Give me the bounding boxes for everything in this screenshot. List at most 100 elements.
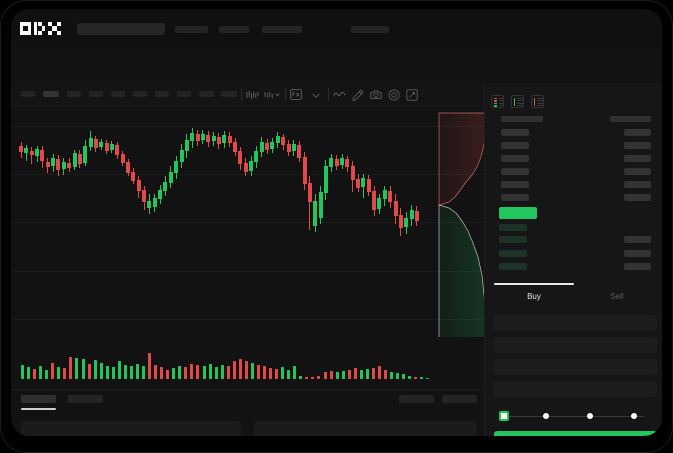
orderbook-bid-row[interactable] xyxy=(499,250,527,257)
nav-item-4[interactable] xyxy=(351,26,389,33)
interval-button-1[interactable] xyxy=(21,91,35,97)
bottom-panel-left[interactable] xyxy=(21,421,241,436)
orderbook-ask-row[interactable] xyxy=(501,129,529,136)
depth-chart-svg xyxy=(438,112,487,340)
line-chart-icon[interactable] xyxy=(332,88,346,101)
interval-button-7[interactable] xyxy=(155,91,169,97)
stepper-dot-4[interactable] xyxy=(631,413,637,419)
tab-open-orders[interactable] xyxy=(21,395,56,403)
orderbook-depth-chart xyxy=(435,109,487,341)
volume-bar xyxy=(396,373,400,379)
settings-gear-icon[interactable] xyxy=(387,88,401,101)
candle-body xyxy=(377,198,382,209)
indicators-icon[interactable] xyxy=(289,88,303,101)
orderbook-layout-bids-icon[interactable] xyxy=(511,95,524,108)
candle-body xyxy=(388,191,393,202)
candle xyxy=(131,168,136,184)
candle-body xyxy=(356,179,361,188)
orderbook-ask-row[interactable] xyxy=(501,142,529,149)
order-type-field[interactable] xyxy=(494,315,657,331)
orderbook-bid-row[interactable] xyxy=(499,224,527,231)
chart-type-dropdown-icon[interactable] xyxy=(263,88,281,101)
candle xyxy=(163,176,168,196)
interval-button-8[interactable] xyxy=(177,91,191,97)
candle-body xyxy=(318,192,323,218)
fullscreen-expand-icon[interactable] xyxy=(405,88,419,101)
tab-buy[interactable]: Buy xyxy=(494,283,574,309)
candle-body xyxy=(109,144,114,150)
interval-button-5[interactable] xyxy=(111,91,125,97)
nav-item-2[interactable] xyxy=(219,26,249,33)
buy-sell-tabs: Buy Sell xyxy=(485,283,662,309)
candle xyxy=(361,174,366,198)
candle-body xyxy=(163,182,168,191)
amount-field[interactable] xyxy=(494,359,657,375)
candle xyxy=(174,156,179,179)
drawing-tools-pencil-icon[interactable] xyxy=(351,88,365,101)
snapshot-camera-icon[interactable] xyxy=(369,88,383,101)
candle xyxy=(109,141,114,153)
candle-body xyxy=(404,218,409,227)
candle xyxy=(45,158,50,173)
toolbar-divider-2 xyxy=(285,88,286,101)
interval-button-2-active[interactable] xyxy=(43,91,59,97)
interval-button-3[interactable] xyxy=(67,91,81,97)
volume-histogram[interactable] xyxy=(11,337,484,389)
global-search-input[interactable] xyxy=(77,23,165,35)
price-field[interactable] xyxy=(494,337,657,353)
volume-bar xyxy=(275,369,279,379)
volume-bar xyxy=(39,366,43,379)
candle xyxy=(222,131,227,148)
bottom-panel-right[interactable] xyxy=(254,421,477,436)
volume-bar xyxy=(420,377,424,379)
volume-bar xyxy=(371,368,375,379)
gridline-2 xyxy=(11,222,484,223)
volume-bar xyxy=(135,364,139,379)
total-field[interactable] xyxy=(494,381,657,397)
candle-body xyxy=(323,166,328,193)
candle xyxy=(19,142,23,158)
candle-body xyxy=(409,210,414,219)
candle-body xyxy=(286,144,291,152)
okx-logo[interactable] xyxy=(20,22,68,35)
candle xyxy=(190,128,195,148)
interval-button-6[interactable] xyxy=(133,91,147,97)
interval-button-4[interactable] xyxy=(89,91,103,97)
candle xyxy=(147,194,152,214)
orderbook-ask-row[interactable] xyxy=(501,155,529,162)
bottom-action-1[interactable] xyxy=(399,395,434,403)
orderbook-header-amount xyxy=(610,116,651,122)
volume-bar xyxy=(81,359,85,379)
orderbook-layout-asks-icon[interactable] xyxy=(531,95,544,108)
tab-order-history[interactable] xyxy=(68,395,103,403)
candlestick-chart-icon[interactable] xyxy=(245,88,259,101)
price-candlestick-chart[interactable] xyxy=(11,106,484,337)
candle-body xyxy=(40,150,45,161)
interval-button-10[interactable] xyxy=(221,91,237,97)
tab-sell[interactable]: Sell xyxy=(577,283,657,309)
nav-item-1[interactable] xyxy=(175,26,208,33)
stepper-dot-3[interactable] xyxy=(587,413,593,419)
orderbook-ask-amount xyxy=(624,155,651,162)
orderbook-bid-row[interactable] xyxy=(499,236,527,243)
stepper-dot-2[interactable] xyxy=(543,413,549,419)
orderbook-ask-row[interactable] xyxy=(501,168,529,175)
candle xyxy=(136,176,141,198)
bottom-action-2[interactable] xyxy=(442,395,477,403)
volume-bar xyxy=(93,360,97,379)
interval-button-9[interactable] xyxy=(199,91,214,97)
orderbook-ask-row[interactable] xyxy=(501,194,529,201)
nav-item-3[interactable] xyxy=(262,26,302,33)
volume-bar xyxy=(75,358,79,379)
amount-percent-stepper[interactable] xyxy=(499,411,651,423)
market-sub-navigation: Spot Trading xyxy=(11,46,662,109)
volume-bar xyxy=(105,366,109,379)
orderbook-layout-both-icon[interactable] xyxy=(491,95,504,108)
indicator-dropdown-icon[interactable] xyxy=(309,88,323,101)
candle xyxy=(382,186,387,206)
stepper-handle[interactable] xyxy=(499,411,509,421)
orderbook-bid-row[interactable] xyxy=(499,263,527,270)
orderbook-ask-row[interactable] xyxy=(501,181,529,188)
candle xyxy=(61,158,66,175)
place-order-button[interactable] xyxy=(494,431,657,436)
